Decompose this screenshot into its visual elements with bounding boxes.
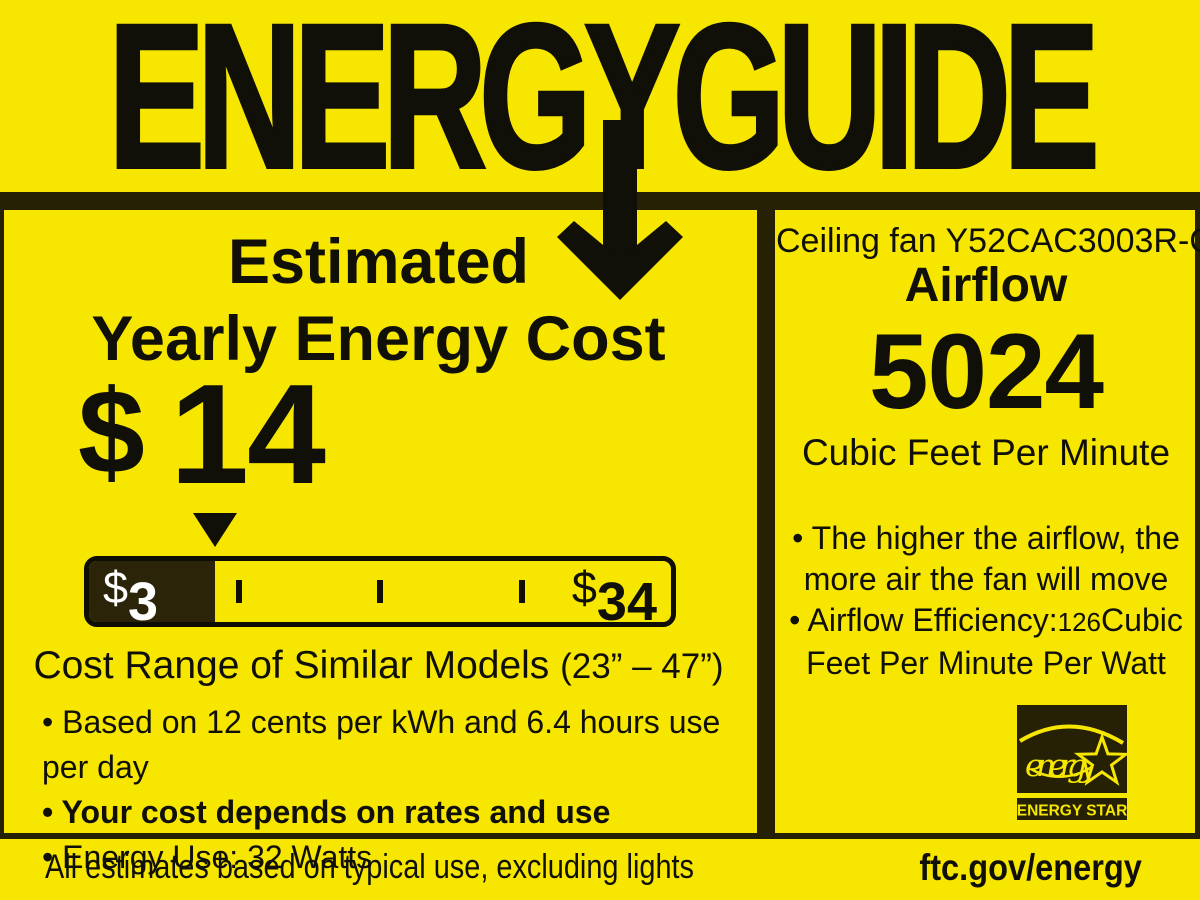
right-border (1195, 192, 1200, 833)
cost-range-fill (89, 561, 215, 622)
footer-bar: All estimates based on typical use, excl… (0, 839, 1200, 900)
list-item: • Your cost depends on rates and use (42, 794, 611, 830)
airflow-unit: Cubic Feet Per Minute (801, 432, 1171, 473)
energy-star-logo: energy ENERGY STAR (1017, 705, 1127, 820)
heading-line-2: Yearly Energy Cost (91, 304, 666, 374)
range-min-currency: $ (103, 562, 129, 613)
column-divider (757, 192, 775, 833)
header-divider (0, 192, 1200, 210)
efficiency-prefix: • Airflow Efficiency: (789, 602, 1058, 638)
yearly-cost-value: 14 (170, 355, 326, 514)
model-number: Ceiling fan Y52CAC3003R-CH (776, 222, 1200, 260)
ftc-url: ftc.gov/energy (919, 846, 1142, 888)
star-icon (1073, 732, 1127, 786)
cost-range-bar: $3 $34 (84, 556, 676, 627)
heading-line-1: Estimated (227, 227, 530, 297)
list-item: • Airflow Efficiency:126Cubic (776, 600, 1196, 643)
left-border (0, 192, 4, 833)
footer-divider (0, 833, 1200, 839)
airflow-notes-list: • The higher the airflow, the more air t… (776, 518, 1196, 684)
range-max-currency: $ (571, 562, 597, 613)
range-tick (377, 580, 383, 603)
list-item: more air the fan will move (803, 561, 1169, 597)
list-item: • Energy Use: 32 Watts (42, 839, 373, 875)
range-tick (236, 580, 242, 603)
range-min-value: $3 (103, 562, 158, 622)
estimated-cost-heading: Estimated Yearly Energy Cost (0, 224, 757, 378)
cost-notes-list: • Based on 12 cents per kWh and 6.4 hour… (42, 700, 742, 880)
list-item: • Based on 12 cents per kWh and 6.4 hour… (42, 704, 721, 785)
range-min-number: 3 (128, 572, 159, 627)
range-caption-text: Cost Range of Similar Models (33, 644, 561, 687)
range-max-value: $34 (571, 562, 657, 622)
footer-note: All estimates based on typical use, excl… (45, 848, 695, 886)
range-caption-sizes: (23” – 47”) (560, 647, 724, 686)
cost-currency-symbol: $ (78, 365, 145, 499)
efficiency-number: 126 (1057, 607, 1102, 637)
airflow-value: 5024 (868, 311, 1104, 431)
list-item: • The higher the airflow, the (792, 520, 1180, 556)
range-tick (519, 580, 525, 603)
down-arrow-icon (557, 120, 683, 300)
list-item: Feet Per Minute Per Watt (806, 645, 1166, 681)
energy-star-band-text: ENERGY STAR (1017, 803, 1127, 820)
efficiency-suffix: Cubic (1101, 602, 1183, 638)
range-max-number: 34 (596, 572, 657, 627)
airflow-label: Airflow (904, 259, 1068, 312)
cost-marker-icon (193, 513, 237, 547)
range-caption: Cost Range of Similar Models (23” – 47”) (0, 644, 757, 688)
